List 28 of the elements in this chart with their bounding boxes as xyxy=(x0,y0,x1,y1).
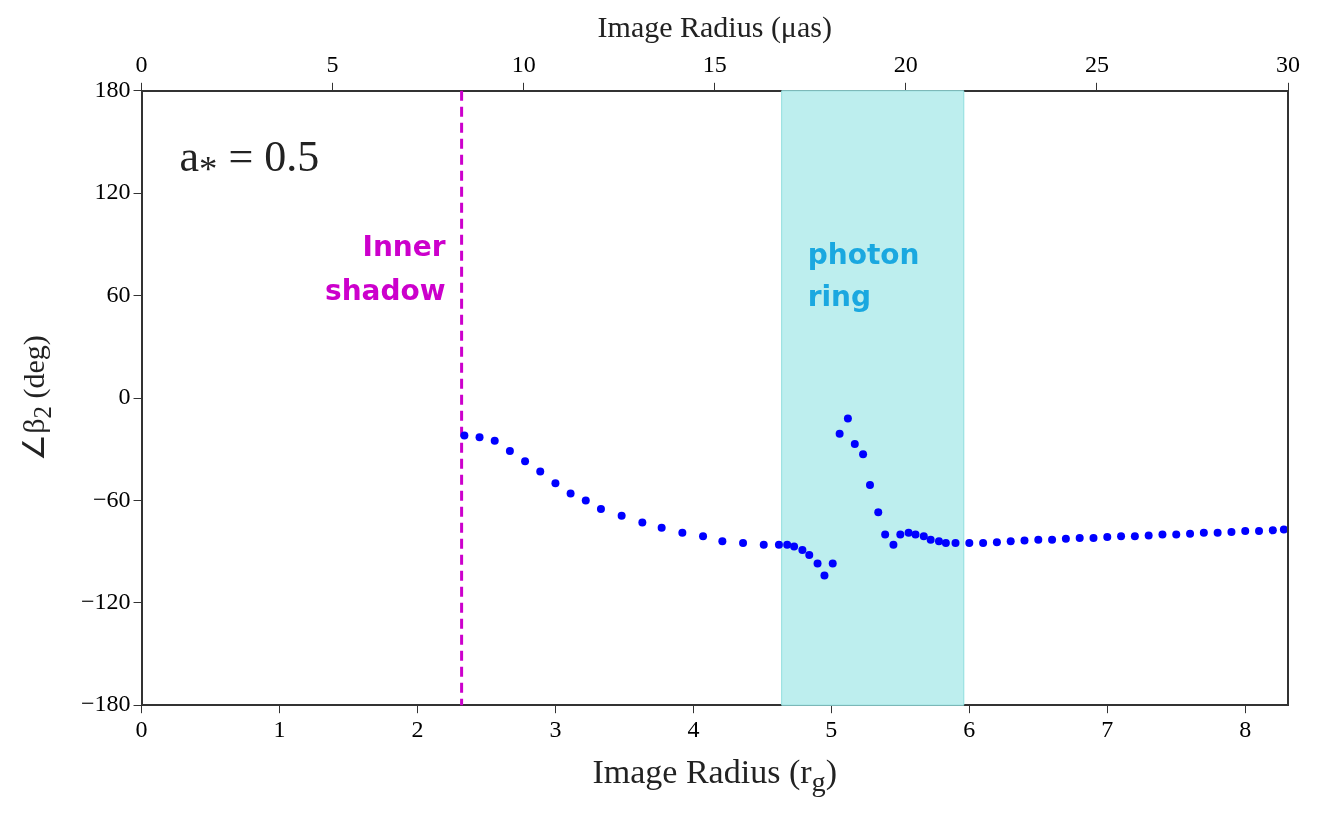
x2-tick-label: 10 xyxy=(511,50,536,77)
x2-tick-label: 30 xyxy=(1276,50,1300,77)
x2-tick-label: 5 xyxy=(326,50,339,77)
x-axis-title: Image Radius (r$_{g}$) xyxy=(592,753,838,798)
x-tick-label: 2 xyxy=(411,715,424,742)
x-tick-label: 5 xyxy=(825,715,838,742)
x-tick-label: 7 xyxy=(1101,715,1114,742)
x2-tick-label: 20 xyxy=(893,50,918,77)
x2-tick-label: 15 xyxy=(702,50,727,77)
x-tick-label: 4 xyxy=(687,715,700,742)
y-tick-label: 0 xyxy=(118,383,131,410)
band-label: photon ring xyxy=(807,238,920,314)
x2-tick-label: 25 xyxy=(1084,50,1109,77)
x-tick-label: 6 xyxy=(963,715,976,742)
x2-axis-title: Image Radius (μas) xyxy=(597,10,832,44)
annotation: a$_{*}$ = 0.5 xyxy=(179,130,320,190)
y-tick-label: −120 xyxy=(80,588,131,615)
x-tick-label: 8 xyxy=(1239,715,1252,742)
y-tick-label: 60 xyxy=(106,280,131,307)
ref-line-label: Inner shadow xyxy=(324,230,446,308)
x2-tick-label: 0 xyxy=(135,50,148,77)
x-tick-label: 3 xyxy=(549,715,562,742)
y-tick-label: 180 xyxy=(94,76,131,103)
x-tick-label: 0 xyxy=(135,715,148,742)
y-tick-label: −60 xyxy=(92,485,131,512)
y-tick-label: 120 xyxy=(94,178,131,205)
y-tick-label: −180 xyxy=(80,690,131,717)
x-tick-label: 1 xyxy=(273,715,286,742)
